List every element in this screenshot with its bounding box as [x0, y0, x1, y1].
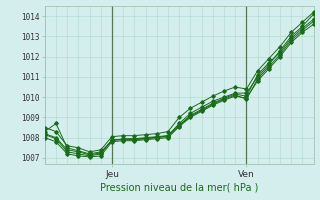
X-axis label: Pression niveau de la mer( hPa ): Pression niveau de la mer( hPa ) [100, 183, 258, 193]
